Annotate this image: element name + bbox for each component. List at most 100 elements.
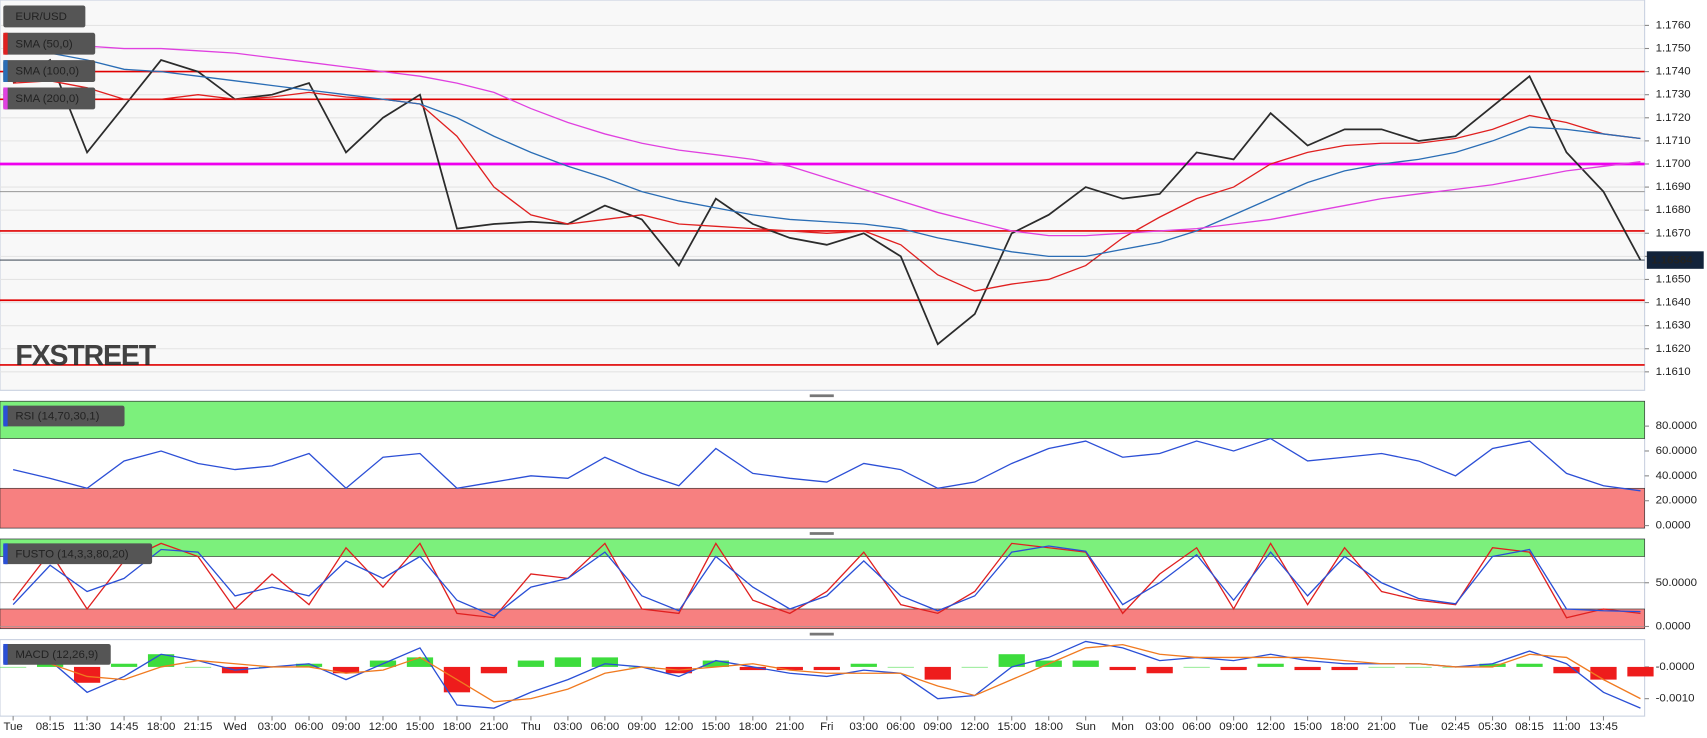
x-tick-label: 03:00 — [554, 721, 583, 733]
y-tick-label: 50.0000 — [1656, 577, 1697, 589]
histogram-bar — [1109, 666, 1136, 671]
x-tick-label: 21:15 — [184, 721, 213, 733]
legend-box — [3, 32, 96, 55]
legend-box — [3, 87, 96, 110]
histogram-bar — [1479, 663, 1506, 667]
x-tick-label: 12:00 — [960, 721, 989, 733]
indicator-title-box — [3, 643, 111, 665]
x-tick-label: 18:00 — [147, 721, 176, 733]
x-tick-label: 05:30 — [1478, 721, 1507, 733]
x-tick-label: 18:00 — [443, 721, 472, 733]
x-tick-label: 15:00 — [406, 721, 435, 733]
x-tick-label: Mon — [1112, 721, 1134, 733]
histogram-bar — [998, 654, 1025, 667]
panel — [0, 0, 1646, 391]
y-tick-label: 1.1760 — [1656, 19, 1691, 31]
zone — [0, 400, 1645, 439]
x-tick-label: 14:45 — [110, 721, 139, 733]
x-tick-label: 18:00 — [738, 721, 767, 733]
x-tick-label: 02:45 — [1441, 721, 1470, 733]
histogram-bar — [961, 666, 988, 668]
y-tick-label: 1.1680 — [1656, 204, 1691, 216]
histogram-bar — [147, 654, 175, 667]
x-tick-label: 06:00 — [295, 721, 324, 733]
legend-swatch — [3, 87, 8, 110]
histogram-bar — [73, 666, 101, 683]
x-tick-label: Fri — [820, 721, 833, 733]
indicator-swatch — [3, 405, 8, 427]
y-tick-label: 1.1630 — [1656, 320, 1691, 332]
y-tick-label: 0.0000 — [1656, 520, 1691, 532]
histogram-bar — [1590, 666, 1617, 680]
y-tick-label: -0.0010 — [1656, 693, 1695, 705]
y-tick-label: 1.1730 — [1656, 89, 1691, 101]
x-tick-label: 12:00 — [369, 721, 398, 733]
y-tick-label: 1.1720 — [1656, 112, 1691, 124]
series-line — [13, 643, 1641, 703]
indicator-title: RSI (14,70,30,1) — [15, 411, 99, 423]
histogram-bar — [1405, 666, 1432, 668]
indicator-title: FUSTO (14,3,3,80,20) — [15, 548, 128, 560]
histogram-bar — [1294, 666, 1321, 671]
x-tick-label: 06:00 — [1182, 721, 1211, 733]
x-tick-label: 15:00 — [1293, 721, 1322, 733]
series-line — [12, 437, 1641, 492]
x-tick-label: 11:00 — [1553, 721, 1581, 733]
histogram-bar — [480, 666, 508, 674]
histogram-bar — [591, 657, 619, 667]
histogram-bar — [1183, 666, 1210, 668]
histogram-bar — [739, 666, 766, 671]
histogram-bar — [702, 660, 729, 667]
x-tick-label: 09:00 — [628, 721, 657, 733]
y-tick-label: 1.1650 — [1656, 273, 1691, 285]
series-line — [12, 545, 1641, 617]
histogram-bar — [110, 663, 138, 667]
histogram-bar — [1368, 666, 1395, 668]
histogram-bar — [295, 663, 323, 667]
histogram-bar — [1257, 663, 1284, 667]
indicator-title-box — [3, 405, 125, 427]
indicator-title-box — [3, 543, 153, 565]
panel — [0, 639, 1646, 717]
x-tick-label: 03:00 — [258, 721, 287, 733]
histogram-bar — [850, 663, 877, 667]
x-tick-label: Sun — [1075, 721, 1095, 733]
y-tick-label: 1.1710 — [1656, 135, 1691, 147]
series-line — [13, 80, 1641, 292]
x-tick-label: Wed — [223, 721, 246, 733]
histogram-bar — [1072, 660, 1099, 667]
legend-label: SMA (50,0) — [15, 38, 73, 50]
x-tick-label: 11:30 — [73, 721, 101, 733]
y-tick-label: 1.1620 — [1656, 343, 1691, 355]
y-tick-label: -0.0000 — [1656, 661, 1695, 673]
zone — [0, 487, 1645, 529]
histogram-bar — [1220, 666, 1247, 671]
histogram-bar — [36, 663, 64, 667]
legend-label: EUR/USD — [15, 11, 67, 23]
y-tick-label: 1.1750 — [1656, 43, 1691, 55]
x-tick-label: 18:00 — [1034, 721, 1063, 733]
x-tick-label: 21:00 — [775, 721, 804, 733]
legend-label: SMA (100,0) — [15, 66, 79, 78]
y-tick-label: 1.1640 — [1656, 297, 1691, 309]
histogram-bar — [517, 660, 545, 667]
x-tick-label: 13:45 — [1589, 721, 1618, 733]
y-tick-label: 1.1690 — [1656, 181, 1691, 193]
zone — [0, 608, 1645, 629]
histogram-bar — [0, 666, 27, 668]
histogram-bar — [924, 666, 951, 680]
y-tick-label: 60.0000 — [1656, 445, 1697, 457]
y-tick-label: 40.0000 — [1656, 470, 1697, 482]
indicator-title: MACD (12,26,9) — [15, 649, 98, 661]
histogram-bar — [887, 666, 914, 668]
series-line — [12, 58, 1642, 346]
histogram-bar — [184, 666, 212, 668]
x-tick-label: 09:00 — [923, 721, 952, 733]
zone — [0, 538, 1645, 557]
legend-box — [3, 5, 86, 28]
x-tick-label: 21:00 — [1367, 721, 1396, 733]
y-tick-label: 1.1740 — [1656, 66, 1691, 78]
y-tick-label: 1.1670 — [1656, 227, 1691, 239]
x-tick-label: 06:00 — [591, 721, 620, 733]
